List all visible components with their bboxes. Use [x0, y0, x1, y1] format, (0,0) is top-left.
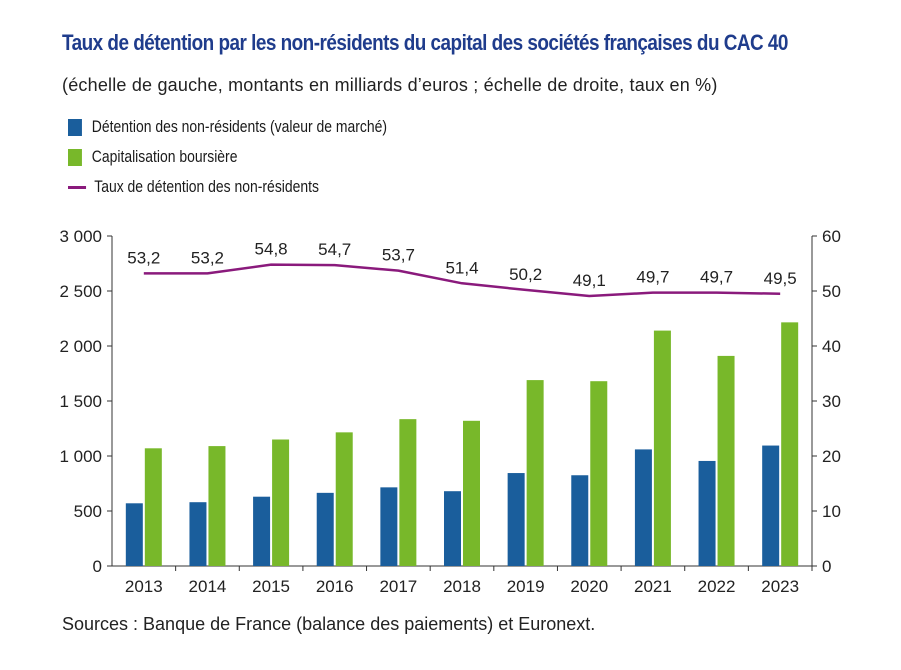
bar-capitalisation [463, 420, 480, 566]
rate-data-label: 54,8 [255, 240, 288, 259]
y-right-tick-label: 50 [822, 282, 841, 301]
y-left-tick-label: 0 [93, 557, 102, 576]
y-right-tick-label: 10 [822, 502, 841, 521]
x-tick-label: 2018 [443, 577, 481, 596]
bar-capitalisation [781, 322, 799, 566]
x-tick-label: 2021 [634, 577, 672, 596]
bar-capitalisation [526, 380, 544, 566]
y-right-tick-label: 30 [822, 392, 841, 411]
rate-data-label: 50,2 [509, 265, 542, 284]
bar-holding [507, 473, 525, 566]
legend-swatch-capitalisation [68, 148, 82, 166]
x-tick-label: 2020 [570, 577, 608, 596]
x-tick-label: 2015 [252, 577, 290, 596]
bar-capitalisation [335, 432, 353, 566]
legend-swatch-rate [68, 185, 87, 189]
bar-holding [698, 460, 716, 566]
bar-holding [571, 475, 589, 566]
bar-holding [189, 502, 207, 566]
y-right-tick-label: 60 [822, 227, 841, 246]
legend-label-capitalisation: Capitalisation boursière [91, 147, 238, 166]
x-tick-label: 2023 [761, 577, 799, 596]
bar-holding [444, 491, 461, 566]
source-note: Sources : Banque de France (balance des … [62, 614, 596, 634]
legend-swatch-holding [68, 118, 82, 136]
rate-data-label: 54,7 [318, 240, 351, 259]
rate-data-label: 53,7 [382, 246, 415, 265]
rate-data-label: 49,7 [700, 268, 733, 287]
chart-title: Taux de détention par les non-résidents … [62, 30, 788, 55]
bar-capitalisation [208, 446, 226, 566]
bar-capitalisation [399, 419, 417, 566]
bar-capitalisation [717, 355, 735, 566]
legend-label-rate: Taux de détention des non-résidents [94, 177, 319, 196]
x-tick-label: 2019 [507, 577, 545, 596]
bar-capitalisation [590, 381, 608, 566]
y-left-tick-label: 3 000 [59, 227, 102, 246]
x-tick-label: 2016 [316, 577, 354, 596]
bar-holding [253, 496, 271, 566]
rate-line [143, 263, 781, 298]
bar-capitalisation [653, 330, 671, 566]
y-left-tick-label: 2 000 [59, 337, 102, 356]
y-right-tick-label: 20 [822, 447, 841, 466]
bar-holding [125, 503, 143, 566]
x-tick-label: 2022 [698, 577, 736, 596]
x-tick-label: 2014 [189, 577, 227, 596]
rate-data-label: 49,5 [764, 269, 797, 288]
legend-item-capitalisation: Capitalisation boursière [68, 142, 387, 172]
chart-subtitle: (échelle de gauche, montants en milliard… [62, 75, 718, 95]
rate-data-label: 53,2 [127, 248, 160, 267]
rate-data-label: 49,1 [573, 271, 606, 290]
legend: Détention des non-résidents (valeur de m… [68, 112, 457, 202]
y-left-tick-label: 2 500 [59, 282, 102, 301]
bar-holding [762, 445, 780, 566]
legend-item-holding: Détention des non-résidents (valeur de m… [68, 112, 387, 142]
bar-holding [380, 487, 398, 566]
x-tick-label: 2017 [379, 577, 417, 596]
y-left-tick-label: 1 000 [59, 447, 102, 466]
y-right-tick-label: 40 [822, 337, 841, 356]
y-left-tick-label: 500 [74, 502, 102, 521]
rate-data-label: 49,7 [636, 268, 669, 287]
bar-holding [316, 492, 334, 566]
rate-data-label: 51,4 [445, 258, 478, 277]
y-left-tick-label: 1 500 [59, 392, 102, 411]
x-tick-label: 2013 [125, 577, 163, 596]
bar-holding [634, 449, 652, 566]
legend-item-rate: Taux de détention des non-résidents [68, 172, 387, 202]
rate-data-label: 53,2 [191, 248, 224, 267]
y-right-tick-label: 0 [822, 557, 831, 576]
bar-capitalisation [144, 448, 162, 566]
bar-capitalisation [272, 439, 290, 566]
legend-label-holding: Détention des non-résidents (valeur de m… [91, 117, 388, 136]
